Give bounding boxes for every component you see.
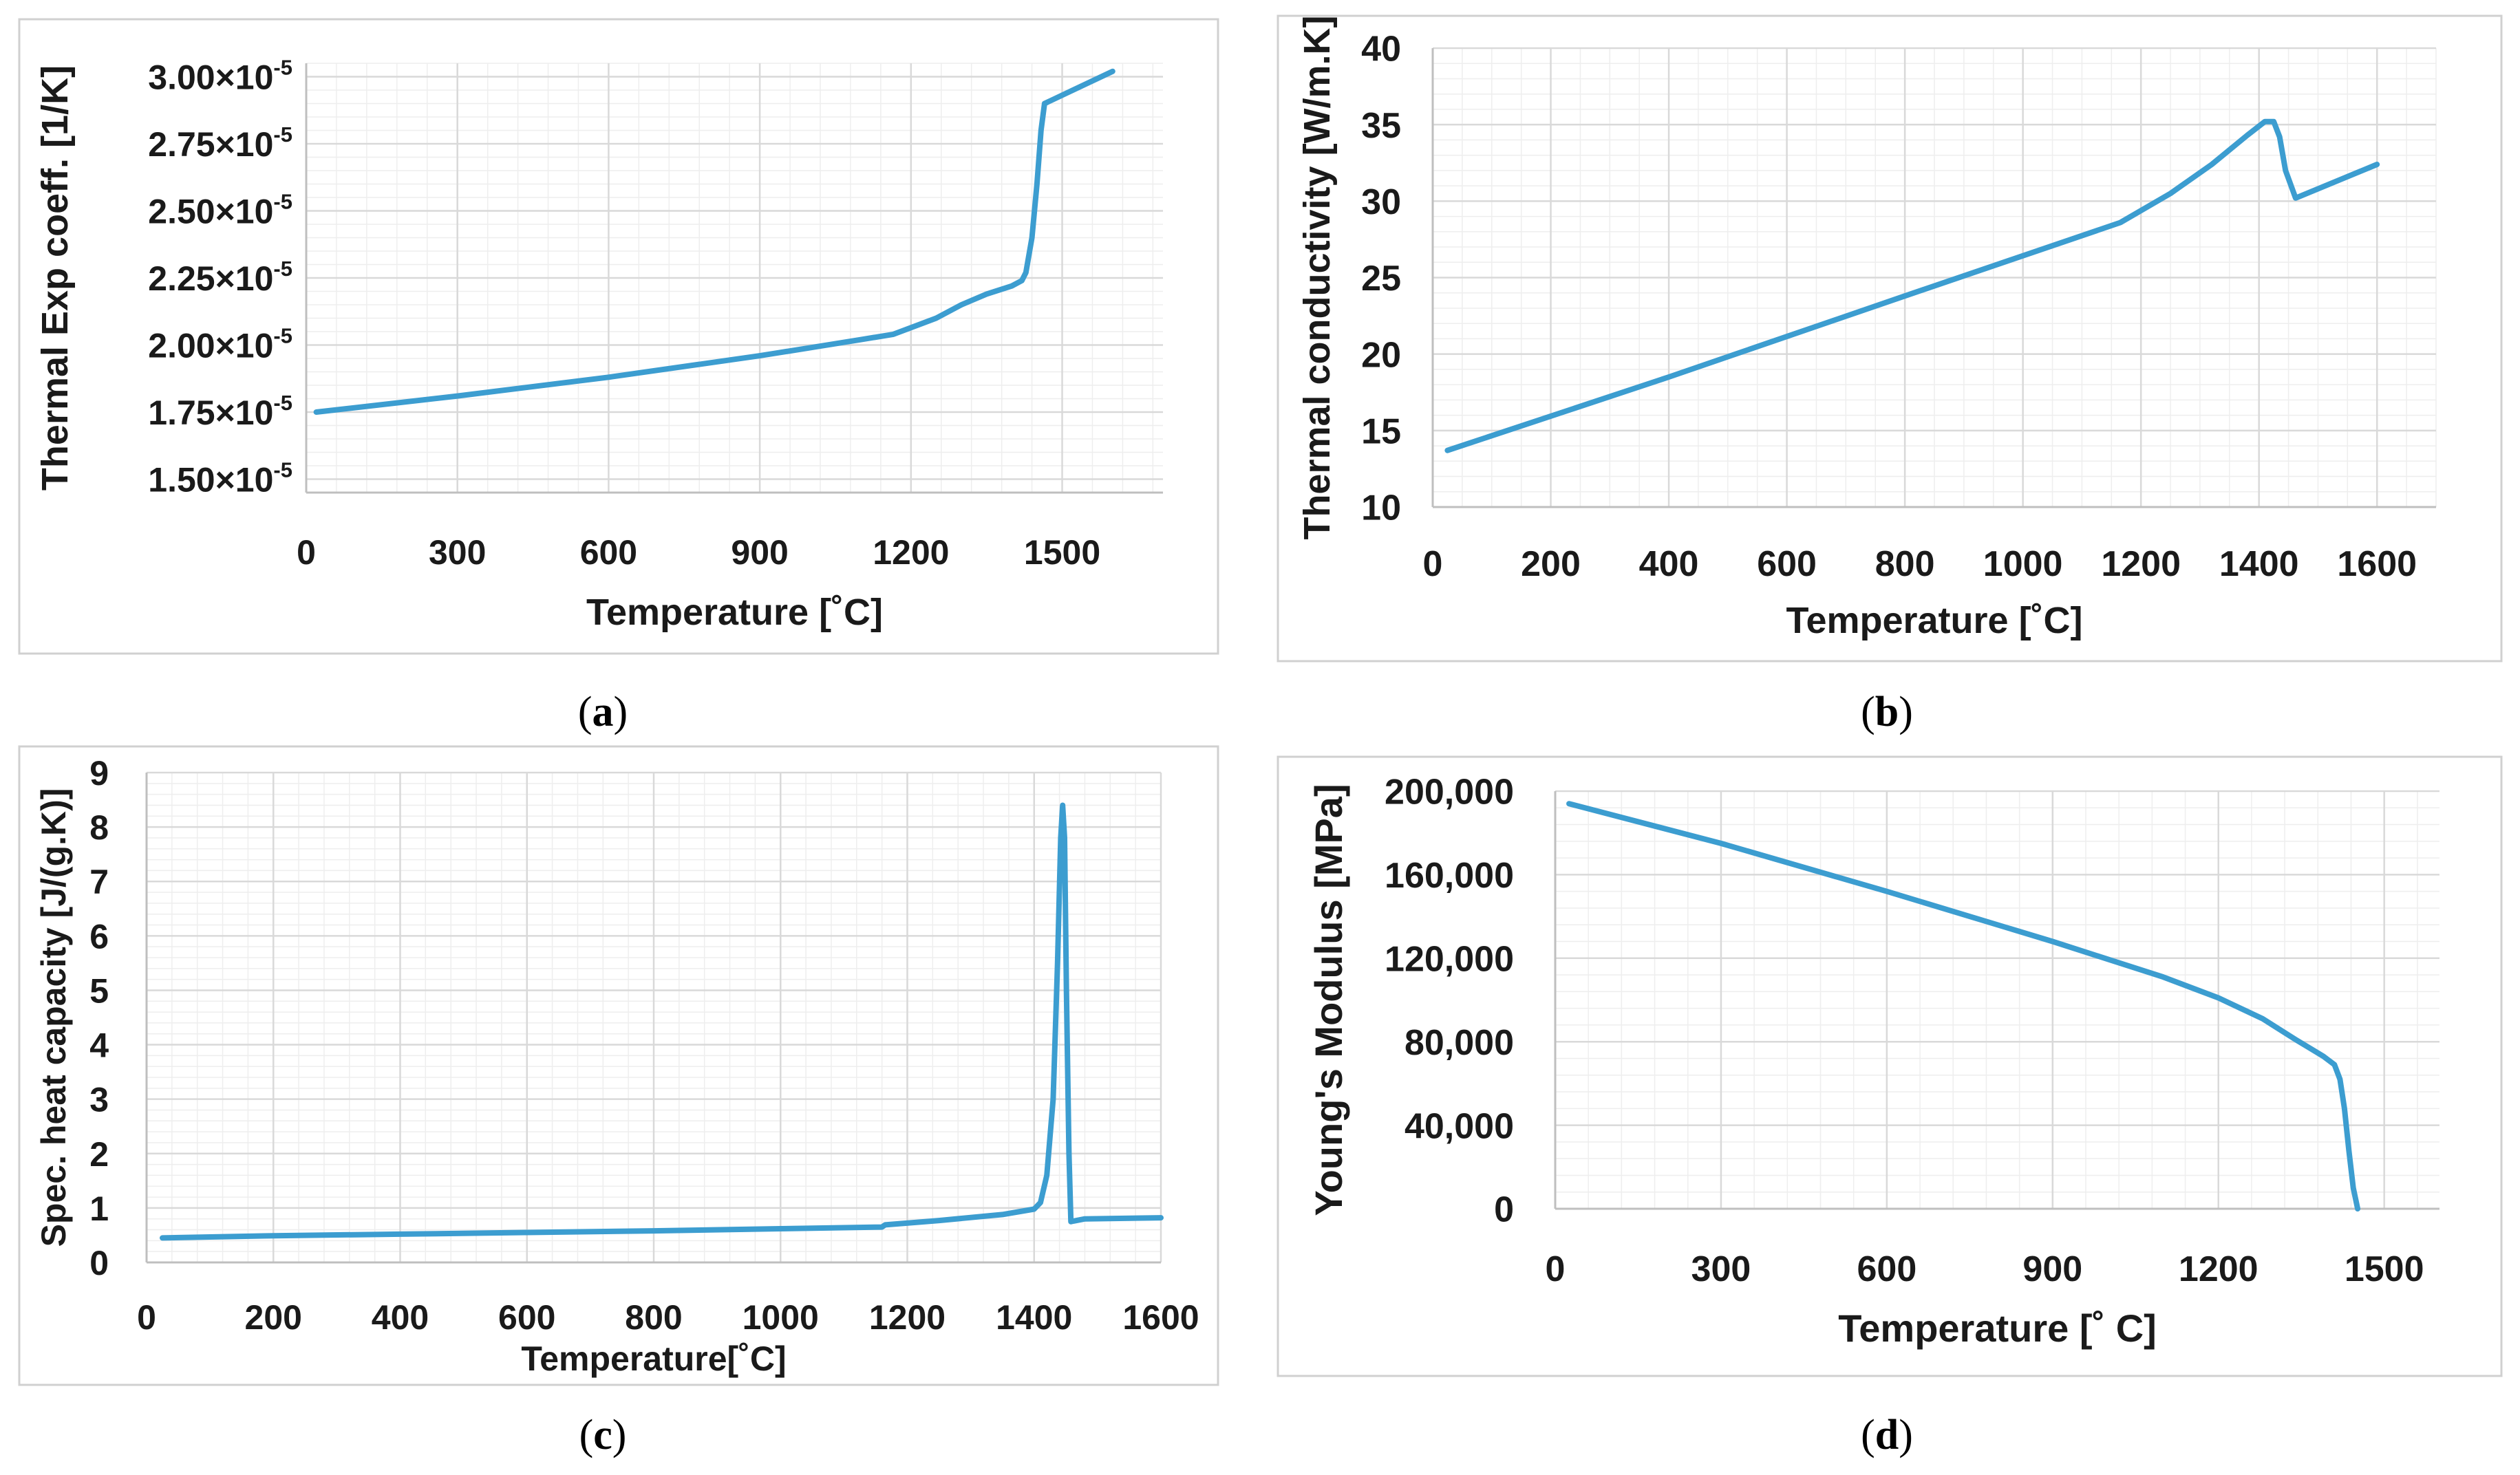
x-tick-label: 1000 bbox=[1983, 544, 2063, 584]
x-tick-label: 800 bbox=[1875, 544, 1935, 584]
y-tick-label: 4 bbox=[89, 1026, 109, 1065]
y-tick-label: 1.75×10-5 bbox=[148, 391, 292, 432]
y-axis-title: Thermal conductivity [W/m.K] bbox=[1296, 15, 1338, 539]
y-tick-label: 40 bbox=[1361, 30, 1401, 69]
y-tick-label: 3 bbox=[89, 1081, 109, 1119]
series-line bbox=[160, 802, 1164, 1241]
y-tick-label: 2.00×10-5 bbox=[148, 324, 292, 365]
x-tick-label: 1400 bbox=[2219, 544, 2299, 584]
series-line bbox=[313, 68, 1115, 415]
x-tick-label: 1200 bbox=[869, 1298, 946, 1337]
x-axis-title: Temperature [˚C] bbox=[586, 592, 883, 633]
x-tick-label: 600 bbox=[1757, 544, 1817, 584]
panel-c-heat-capacity-chart: 0 200 400 600 800 1000 1200 1400 1600 0 1 2 3 4 5 6 7 8 9 T… bbox=[18, 745, 1219, 1458]
panel-b-thermal-conductivity-chart: 0 200 400 600 800 1000 1200 1400 1600 10 15 20 25 30 3… bbox=[1277, 14, 2503, 735]
y-tick-label: 3.00×10-5 bbox=[148, 56, 292, 97]
y-tick-label: 5 bbox=[89, 971, 109, 1010]
x-tick-label: 0 bbox=[297, 533, 316, 572]
x-tick-label: 0 bbox=[137, 1298, 156, 1337]
gridlines bbox=[145, 771, 1162, 1264]
x-axis-title: Temperature [˚ C] bbox=[1838, 1306, 2157, 1350]
x-tick-label: 400 bbox=[372, 1298, 429, 1337]
x-tick-label: 400 bbox=[1639, 544, 1699, 584]
x-tick-label: 1400 bbox=[996, 1298, 1072, 1337]
y-tick-label: 120,000 bbox=[1385, 940, 1514, 980]
x-tick-label: 1500 bbox=[1024, 533, 1100, 572]
gridlines bbox=[1554, 790, 2439, 1210]
y-axis-title: Spec. heat capacity [J/(g.K)] bbox=[34, 788, 73, 1247]
x-tick-label: 200 bbox=[245, 1298, 302, 1337]
y-tick-label: 0 bbox=[89, 1244, 109, 1282]
y-tick-label: 0 bbox=[1494, 1190, 1514, 1230]
x-tick-label: 600 bbox=[498, 1298, 555, 1337]
x-tick-label: 1500 bbox=[2345, 1249, 2424, 1289]
x-tick-label: 300 bbox=[1691, 1249, 1751, 1289]
y-tick-label: 30 bbox=[1361, 182, 1401, 222]
series-line bbox=[1444, 118, 2380, 453]
y-tick-label: 2.25×10-5 bbox=[148, 257, 292, 298]
y-tick-label: 2 bbox=[89, 1135, 109, 1174]
y-tick-label: 9 bbox=[89, 754, 109, 793]
x-axis-title: Temperature [˚C] bbox=[1786, 600, 2082, 641]
panel-d-youngs-modulus-chart: 0 300 600 900 1200 1500 0 40,000 80,000 120,000 16… bbox=[1277, 755, 2503, 1458]
y-tick-label: 20 bbox=[1361, 335, 1401, 375]
x-tick-label: 900 bbox=[731, 533, 788, 572]
y-tick-label: 1 bbox=[89, 1189, 109, 1228]
plot-area bbox=[1555, 791, 2439, 1209]
y-axis-title: Young's Modulus [MPa] bbox=[1307, 784, 1350, 1216]
gridlines bbox=[305, 63, 1163, 493]
y-tick-label: 80,000 bbox=[1405, 1023, 1514, 1063]
y-tick-label: 15 bbox=[1361, 412, 1401, 452]
panel-a-thermal-expansion-chart: 0 300 600 900 1200 1500 1.50×10-5 1.75×10-5 2.00… bbox=[18, 18, 1219, 735]
x-tick-label: 200 bbox=[1521, 544, 1581, 584]
y-tick-label: 2.75×10-5 bbox=[148, 122, 292, 164]
x-tick-label: 1000 bbox=[743, 1298, 819, 1337]
x-tick-label: 1200 bbox=[2101, 544, 2181, 584]
y-tick-label: 6 bbox=[89, 917, 109, 956]
x-tick-label: 300 bbox=[429, 533, 486, 572]
y-tick-label: 2.50×10-5 bbox=[148, 190, 292, 231]
y-tick-label: 8 bbox=[89, 808, 109, 847]
x-axis-title: Temperature[˚C] bbox=[521, 1339, 786, 1378]
y-axis-title: Thermal Exp coeff. [1/K] bbox=[34, 65, 76, 491]
x-tick-label: 0 bbox=[1423, 544, 1443, 584]
series-line bbox=[1566, 801, 2361, 1212]
y-tick-label: 35 bbox=[1361, 106, 1401, 146]
panel-caption: (d) bbox=[1861, 1412, 1913, 1458]
panel-caption: (b) bbox=[1861, 689, 1913, 735]
y-tick-label: 200,000 bbox=[1385, 773, 1514, 812]
x-tick-label: 1200 bbox=[2179, 1249, 2259, 1289]
y-tick-label: 40,000 bbox=[1405, 1106, 1514, 1146]
y-tick-label: 7 bbox=[89, 863, 109, 901]
x-tick-label: 800 bbox=[625, 1298, 682, 1337]
y-tick-label: 160,000 bbox=[1385, 856, 1514, 896]
x-tick-label: 600 bbox=[1857, 1249, 1916, 1289]
y-tick-label: 10 bbox=[1361, 488, 1401, 528]
x-tick-label: 1600 bbox=[2337, 544, 2417, 584]
x-tick-label: 1200 bbox=[873, 533, 949, 572]
y-tick-label: 1.50×10-5 bbox=[148, 458, 292, 499]
gridlines bbox=[1431, 47, 2437, 508]
x-tick-label: 0 bbox=[1546, 1249, 1566, 1289]
x-tick-label: 1600 bbox=[1122, 1298, 1199, 1337]
panel-caption: (c) bbox=[579, 1412, 627, 1458]
panel-caption: (a) bbox=[578, 689, 628, 735]
y-tick-label: 25 bbox=[1361, 259, 1401, 299]
x-tick-label: 600 bbox=[580, 533, 637, 572]
x-tick-label: 900 bbox=[2022, 1249, 2082, 1289]
